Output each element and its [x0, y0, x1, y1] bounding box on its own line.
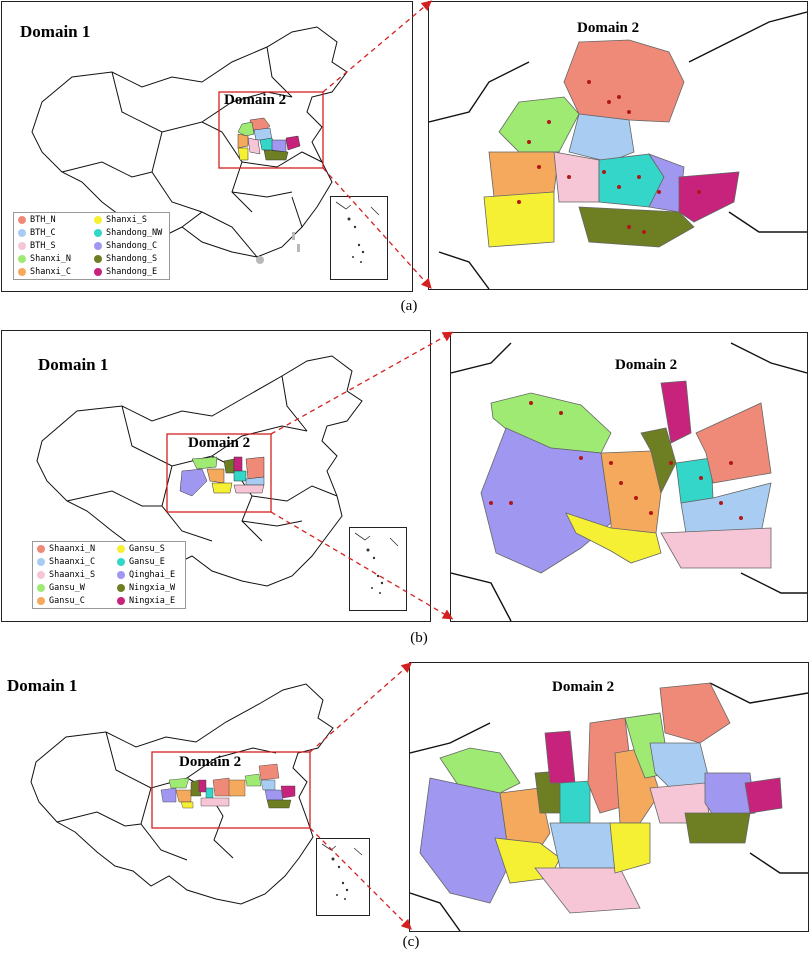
legend-swatch-icon	[94, 255, 102, 263]
legend-item: Shandong_NW	[94, 228, 162, 238]
domain2-regions-b	[179, 456, 265, 497]
domain1-title-c: Domain 1	[7, 676, 78, 695]
caption-b: (b)	[410, 630, 428, 646]
legend-swatch-icon	[94, 216, 102, 224]
caption-c: (c)	[402, 934, 420, 950]
legend-item: Shandong_E	[94, 267, 157, 277]
legend-swatch-icon	[37, 545, 45, 553]
legend-swatch-icon	[18, 255, 26, 263]
detail-regions-b	[451, 342, 807, 621]
detail-title-c: Domain 2	[552, 679, 615, 695]
domain1-title-a: Domain 1	[20, 22, 91, 41]
legend-item: Shandong_S	[94, 254, 157, 264]
legend-item: BTH_N	[18, 215, 56, 225]
overview-map-a: Domain 1 Domain 2 BTH_N Shanxi_S BTH_C S…	[1, 1, 413, 292]
legend-a: BTH_N Shanxi_S BTH_C Shandong_NW BTH_S S…	[13, 212, 170, 280]
legend-swatch-icon	[94, 242, 102, 250]
legend-swatch-icon	[117, 584, 125, 592]
legend-swatch-icon	[37, 571, 45, 579]
legend-item: Gansu_C	[37, 596, 85, 606]
domain2-inline-label-a: Domain 2	[224, 92, 287, 108]
detail-regions-a	[429, 11, 807, 289]
legend-item: Shanxi_S	[94, 215, 147, 225]
detail-regions-c	[410, 682, 808, 931]
overview-map-b: Domain 1 Domain 2 Shaanxi_N Gansu_S Shaa…	[1, 330, 431, 622]
legend-item: Shaanxi_C	[37, 557, 95, 567]
legend-swatch-icon	[18, 268, 26, 276]
south-sea-inset-b	[349, 527, 407, 611]
overview-map-c: Domain 1 Domain 2	[1, 662, 391, 932]
south-sea-inset-c	[316, 838, 370, 916]
legend-swatch-icon	[18, 216, 26, 224]
legend-swatch-icon	[37, 597, 45, 605]
legend-item: BTH_C	[18, 228, 56, 238]
legend-item: Ningxia_W	[117, 583, 175, 593]
detail-title-b: Domain 2	[615, 357, 678, 373]
legend-item: Shandong_C	[94, 241, 157, 251]
legend-swatch-icon	[37, 584, 45, 592]
legend-swatch-icon	[18, 242, 26, 250]
legend-swatch-icon	[117, 558, 125, 566]
legend-swatch-icon	[94, 229, 102, 237]
legend-swatch-icon	[94, 268, 102, 276]
site-markers-a	[517, 80, 701, 234]
domain2-regions-a	[237, 117, 301, 161]
domain2-inline-label-b: Domain 2	[188, 435, 251, 451]
legend-item: Gansu_W	[37, 583, 85, 593]
detail-map-a: Domain 2	[428, 1, 808, 290]
detail-map-b: Domain 2	[450, 332, 808, 622]
legend-item: Qinghai_E	[117, 570, 175, 580]
site-markers-b	[489, 401, 743, 520]
legend-swatch-icon	[117, 545, 125, 553]
legend-swatch-icon	[18, 229, 26, 237]
domain1-title-b: Domain 1	[38, 355, 109, 374]
legend-item: Shaanxi_N	[37, 544, 95, 554]
south-sea-inset-a	[330, 196, 388, 280]
detail-map-c: Domain 2	[409, 662, 809, 932]
legend-item: Shanxi_C	[18, 267, 71, 277]
legend-swatch-icon	[117, 571, 125, 579]
legend-item: BTH_S	[18, 241, 56, 251]
detail-title-a: Domain 2	[577, 20, 640, 36]
caption-a: (a)	[400, 298, 418, 314]
legend-swatch-icon	[37, 558, 45, 566]
legend-item: Shaanxi_S	[37, 570, 95, 580]
legend-b: Shaanxi_N Gansu_S Shaanxi_C Gansu_E Shaa…	[32, 541, 186, 609]
legend-item: Gansu_S	[117, 544, 165, 554]
legend-item: Ningxia_E	[117, 596, 175, 606]
legend-swatch-icon	[117, 597, 125, 605]
domain2-inline-label-c: Domain 2	[179, 754, 242, 770]
legend-item: Gansu_E	[117, 557, 165, 567]
legend-item: Shanxi_N	[18, 254, 71, 264]
